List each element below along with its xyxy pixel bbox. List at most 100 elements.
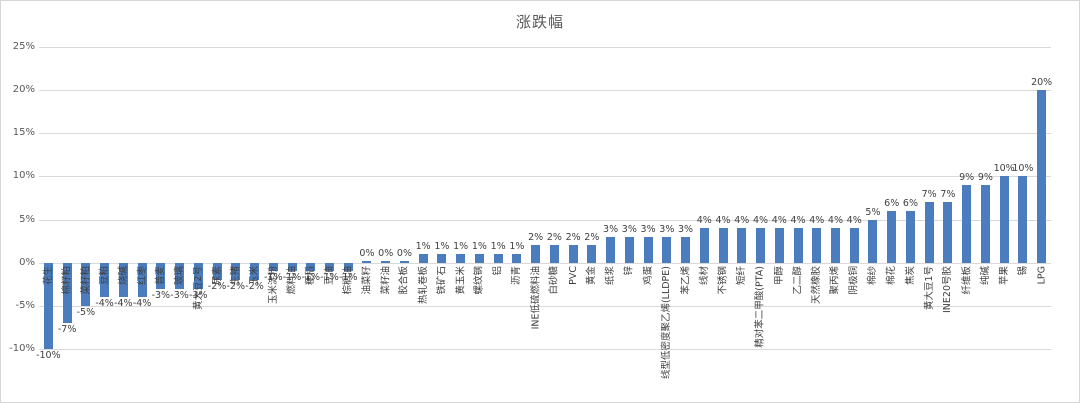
- data-label: 4%: [827, 215, 844, 227]
- bar[interactable]: [381, 260, 391, 263]
- gridline: [39, 349, 1051, 350]
- y-axis-tick-label: 0%: [19, 256, 35, 268]
- category-label: 花生: [42, 265, 54, 285]
- category-label: 短纤: [736, 265, 748, 285]
- bar[interactable]: [774, 228, 784, 263]
- category-label: 鸡蛋: [642, 265, 654, 285]
- bar[interactable]: [175, 262, 185, 289]
- bar[interactable]: [606, 236, 616, 263]
- bar[interactable]: [512, 254, 522, 263]
- gridline: [39, 262, 1051, 264]
- bar[interactable]: [193, 262, 203, 289]
- category-label: 豆粕: [99, 265, 111, 285]
- category-label: 线材: [698, 265, 710, 285]
- bar[interactable]: [474, 254, 484, 263]
- bar[interactable]: [756, 228, 766, 263]
- bar[interactable]: [456, 254, 466, 263]
- bar[interactable]: [793, 228, 803, 263]
- bar[interactable]: [905, 210, 915, 263]
- bar[interactable]: [924, 202, 934, 263]
- bar[interactable]: [643, 236, 653, 263]
- bar[interactable]: [624, 236, 634, 263]
- category-label: 油菜籽: [361, 265, 373, 295]
- bar[interactable]: [268, 262, 278, 272]
- category-label: 菜籽油: [380, 265, 392, 295]
- category-label: 纤维板: [961, 265, 973, 295]
- bar[interactable]: [62, 262, 72, 324]
- bar[interactable]: [156, 262, 166, 289]
- category-label: 黄大豆2号: [192, 265, 204, 310]
- bar[interactable]: [531, 245, 541, 263]
- bar[interactable]: [324, 262, 334, 272]
- bar[interactable]: [699, 228, 709, 263]
- bar[interactable]: [568, 245, 578, 263]
- bar[interactable]: [830, 228, 840, 263]
- bar[interactable]: [100, 262, 110, 298]
- category-label: 精对苯二甲酸(PTA): [755, 265, 767, 348]
- category-label: 热轧卷板: [417, 265, 429, 304]
- data-label: -1%: [264, 272, 283, 284]
- bar[interactable]: [137, 262, 147, 298]
- category-label: 锡: [1017, 265, 1029, 276]
- data-label: 20%: [1031, 77, 1053, 89]
- category-label: 玉米淀粉: [267, 265, 279, 304]
- category-label: 沥青: [511, 265, 523, 285]
- bar[interactable]: [587, 245, 597, 263]
- category-label: 黄大豆1号: [923, 265, 935, 310]
- bar[interactable]: [493, 254, 503, 263]
- bar[interactable]: [737, 228, 747, 263]
- bar[interactable]: [212, 262, 222, 280]
- data-label: 3%: [603, 223, 619, 235]
- data-label: 4%: [752, 215, 769, 227]
- category-label: 棕榈油: [342, 265, 354, 295]
- bar[interactable]: [849, 228, 859, 263]
- y-axis-tick-label: 10%: [12, 170, 35, 182]
- bar[interactable]: [118, 262, 128, 298]
- bar[interactable]: [437, 254, 447, 263]
- bar[interactable]: [868, 219, 878, 263]
- data-label: 6%: [902, 197, 918, 209]
- bar[interactable]: [549, 245, 559, 263]
- bar[interactable]: [1037, 90, 1047, 263]
- data-label: -7%: [57, 324, 77, 336]
- bar[interactable]: [681, 236, 691, 263]
- bar[interactable]: [231, 262, 241, 280]
- data-label: 3%: [621, 223, 637, 235]
- bar[interactable]: [399, 260, 409, 263]
- bar[interactable]: [662, 236, 672, 263]
- category-label: 豆油: [323, 265, 335, 285]
- data-label: 3%: [640, 223, 656, 235]
- bar[interactable]: [1018, 176, 1028, 263]
- category-label: 菜籽粕: [80, 265, 92, 295]
- data-label: -2%: [207, 280, 227, 292]
- category-label: 螺纹钢: [473, 265, 485, 295]
- data-label: -2%: [245, 280, 264, 292]
- data-label: 0%: [396, 247, 412, 259]
- bar[interactable]: [250, 262, 260, 280]
- bar[interactable]: [306, 262, 316, 272]
- data-label: 0%: [378, 247, 394, 259]
- category-label: 锌: [623, 265, 635, 276]
- category-label: 粳稻: [305, 265, 317, 285]
- bar[interactable]: [887, 210, 897, 263]
- y-axis-tick-label: 5%: [19, 213, 35, 225]
- category-label: INE低硫燃料油: [530, 265, 542, 330]
- bar[interactable]: [362, 260, 372, 263]
- bar[interactable]: [287, 262, 297, 272]
- category-label: 铁矿石: [436, 265, 448, 295]
- bar[interactable]: [718, 228, 728, 263]
- bar[interactable]: [81, 262, 91, 306]
- category-label: 棉籽粕: [61, 265, 73, 295]
- bar[interactable]: [999, 176, 1009, 263]
- bar[interactable]: [418, 254, 428, 263]
- bar[interactable]: [943, 202, 953, 263]
- bar[interactable]: [812, 228, 822, 263]
- bar[interactable]: [980, 185, 990, 263]
- bar[interactable]: [962, 185, 972, 263]
- bar[interactable]: [343, 262, 353, 272]
- data-label: 1%: [434, 241, 450, 253]
- bar[interactable]: [43, 262, 53, 349]
- data-label: 4%: [734, 215, 750, 227]
- y-axis-tick-label: -10%: [9, 343, 35, 354]
- category-label: 乙二醇: [792, 265, 804, 295]
